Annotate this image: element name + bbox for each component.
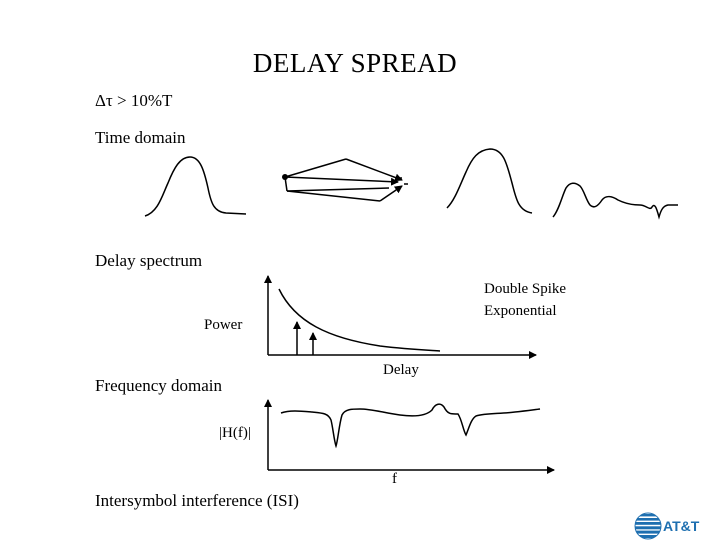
delay-axis-label: Delay bbox=[383, 362, 419, 378]
delay-condition: Δτ > 10%T bbox=[95, 91, 173, 110]
multipath-path-down bbox=[286, 190, 381, 202]
multipath-arrows bbox=[282, 158, 408, 202]
multipath-direct-arrow bbox=[284, 176, 399, 186]
legend-double-spike: Double Spike bbox=[484, 281, 567, 297]
section-time-domain: Time domain bbox=[95, 128, 186, 147]
exponential-decay-curve bbox=[278, 288, 441, 352]
section-isi: Intersymbol interference (ISI) bbox=[95, 491, 299, 510]
power-axis-label: Power bbox=[204, 317, 243, 333]
time-pulse-output-broadened bbox=[446, 148, 533, 214]
att-logo: AT&T bbox=[634, 512, 700, 540]
section-delay-spectrum: Delay spectrum bbox=[95, 251, 203, 270]
multipath-path-up bbox=[284, 158, 347, 178]
section-frequency-domain: Frequency domain bbox=[95, 376, 222, 395]
frequency-response-curve bbox=[280, 403, 541, 449]
hf-axis-label: |H(f)| bbox=[219, 425, 251, 441]
multipath-source-stem bbox=[284, 176, 288, 192]
page-title: DELAY SPREAD bbox=[252, 48, 458, 78]
multipath-reflect-down-arrow bbox=[379, 185, 403, 202]
time-pulse-input bbox=[144, 156, 247, 217]
globe-icon bbox=[634, 512, 662, 540]
legend-exponential: Exponential bbox=[484, 303, 557, 319]
f-axis-label: f bbox=[392, 471, 397, 487]
att-logo-text: AT&T bbox=[663, 518, 700, 534]
multipath-reflect-up-arrow bbox=[345, 158, 403, 182]
time-pulse-output-echoes bbox=[552, 182, 678, 220]
multipath-path-low bbox=[286, 187, 390, 192]
